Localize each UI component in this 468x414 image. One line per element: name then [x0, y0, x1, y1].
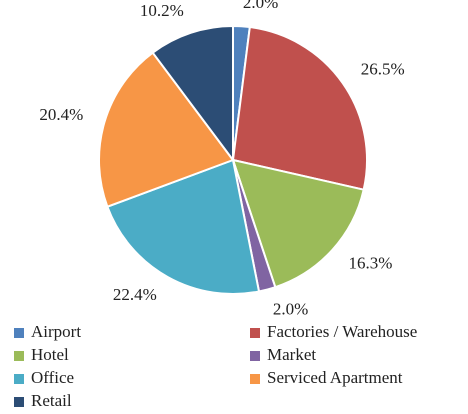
data-label: 20.4% — [39, 105, 83, 124]
data-label: 26.5% — [361, 59, 405, 78]
data-label: 22.4% — [113, 285, 157, 304]
legend-label: Hotel — [31, 345, 69, 364]
data-label: 16.3% — [349, 254, 393, 273]
data-label: 2.0% — [273, 300, 308, 319]
legend-label: Market — [267, 345, 316, 364]
legend-swatch — [14, 374, 24, 384]
legend-swatch — [250, 328, 260, 338]
legend-label: Airport — [31, 322, 81, 341]
legend-label: Office — [31, 368, 74, 387]
data-label: 10.2% — [140, 1, 184, 20]
legend-swatch — [250, 374, 260, 384]
legend-swatch — [14, 351, 24, 361]
legend-label: Retail — [31, 391, 72, 410]
legend-swatch — [250, 351, 260, 361]
legend-swatch — [14, 397, 24, 407]
legend-label: Factories / Warehouse — [267, 322, 417, 341]
legend-label: Serviced Apartment — [267, 368, 403, 387]
data-label: 2.0% — [243, 0, 278, 12]
legend-swatch — [14, 328, 24, 338]
